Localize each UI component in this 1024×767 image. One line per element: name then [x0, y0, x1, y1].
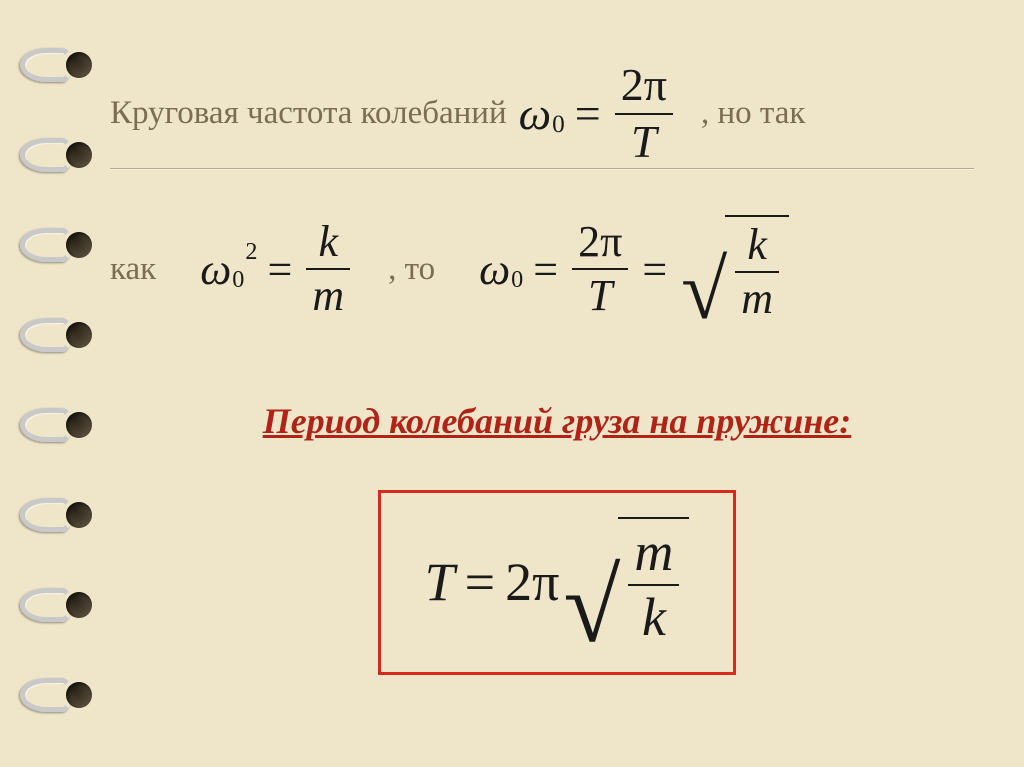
formula-omega-chain: ω0 = 2π T = √ k m	[479, 215, 789, 324]
binder-ring	[38, 40, 86, 88]
equals-sign: =	[267, 244, 292, 295]
spiral-binding	[0, 0, 110, 767]
equals-sign: =	[533, 244, 558, 295]
equals-sign: =	[465, 551, 495, 613]
period-formula-box: T = 2π √ m k	[378, 490, 737, 675]
slide-page: Круговая частота колебаний ω0 = 2π T , н…	[0, 0, 1024, 767]
denominator: m	[306, 272, 350, 320]
intro-text-a: Круговая частота колебаний	[110, 95, 507, 132]
binder-ring	[38, 580, 86, 628]
denominator: k	[636, 588, 672, 647]
formula-period: T = 2π √ m k	[425, 517, 690, 648]
formula-omega-sq-k-over-m: ω02 = k m	[200, 218, 354, 321]
binder-ring	[38, 670, 86, 718]
binder-ring	[38, 130, 86, 178]
subscript-0: 0	[232, 266, 244, 294]
denominator: m	[735, 275, 779, 323]
T-symbol: T	[425, 551, 455, 613]
omega-symbol: ω	[519, 87, 551, 140]
intro-text-b: , но так	[701, 95, 805, 132]
equals-sign: =	[575, 87, 601, 140]
subscript-0: 0	[552, 110, 565, 139]
second-line: как ω02 = k m , то ω0 = 2π T =	[110, 215, 984, 324]
square-root: √ k m	[681, 215, 789, 324]
fraction: m k	[628, 523, 679, 648]
coeff-2pi: 2π	[505, 551, 559, 613]
numerator: 2π	[578, 217, 622, 266]
equals-sign: =	[642, 244, 667, 295]
intro-line: Круговая частота колебаний ω0 = 2π T , н…	[110, 60, 984, 167]
numerator: k	[741, 221, 773, 269]
fraction: k m	[306, 218, 350, 321]
subscript-0: 0	[511, 266, 523, 294]
omega-symbol: ω	[200, 244, 231, 295]
fraction: 2π T	[572, 218, 628, 321]
slide-content: Круговая частота колебаний ω0 = 2π T , н…	[110, 0, 1004, 767]
binder-ring	[38, 490, 86, 538]
binder-ring	[38, 400, 86, 448]
numerator: m	[628, 523, 679, 582]
formula-omega-2pi-over-T: ω0 = 2π T	[519, 60, 677, 167]
fraction: 2π T	[615, 60, 673, 167]
subtitle-period: Период колебаний груза на пружине:	[110, 400, 1004, 442]
numerator: 2π	[621, 59, 667, 110]
superscript-2: 2	[245, 238, 257, 266]
omega-symbol: ω	[479, 244, 510, 295]
line2-text-a: как	[110, 251, 156, 288]
denominator: T	[625, 117, 663, 168]
horizontal-rule	[110, 168, 974, 169]
numerator: k	[312, 218, 344, 266]
line2-text-b: , то	[388, 251, 435, 288]
denominator: T	[582, 272, 618, 320]
binder-ring	[38, 220, 86, 268]
square-root: √ m k	[563, 517, 689, 648]
binder-ring	[38, 310, 86, 358]
fraction: k m	[735, 221, 779, 324]
boxed-formula-wrap: T = 2π √ m k	[110, 490, 1004, 675]
